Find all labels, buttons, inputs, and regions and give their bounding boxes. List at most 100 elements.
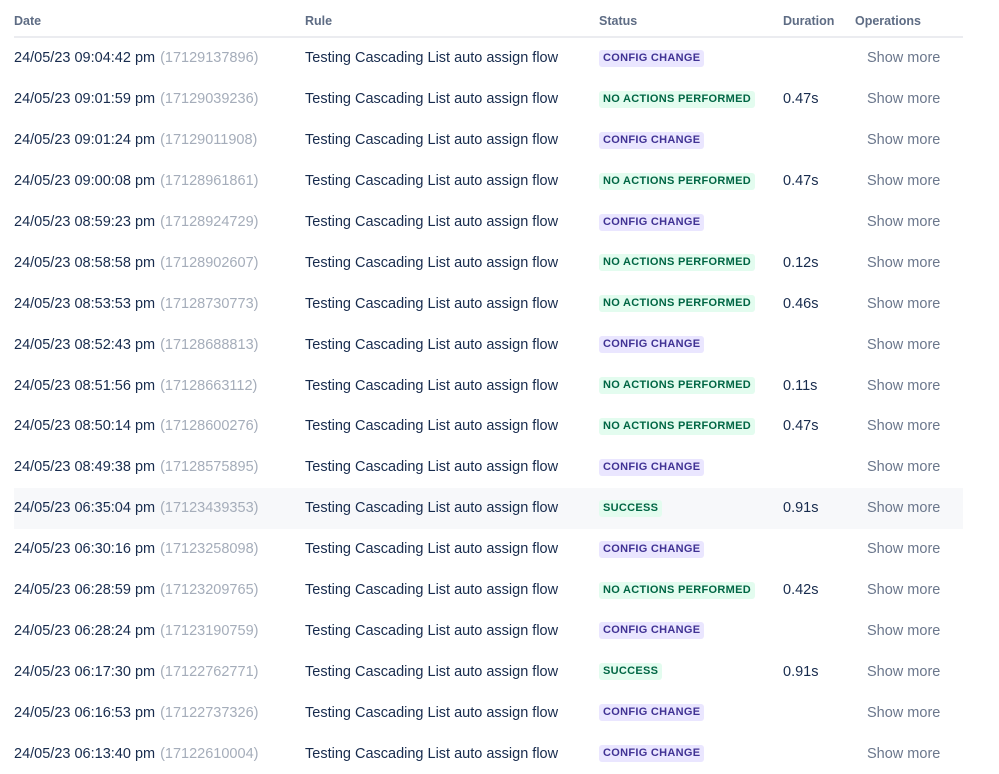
operations-cell: Show more [855,610,940,651]
date-cell: 24/05/23 08:51:56 pm (17128663112) [14,365,257,406]
execution-id: (17128924729) [160,214,259,230]
date-cell: 24/05/23 06:13:40 pm (17122610004) [14,733,258,774]
rule-name: Testing Cascading List auto assign flow [305,622,559,639]
operations-cell: Show more [855,733,940,774]
execution-date: 24/05/23 08:50:14 pm [14,418,156,435]
operations-cell: Show more [855,529,940,570]
duration-cell: 0.11s [783,365,817,406]
rule-name: Testing Cascading List auto assign flow [305,418,559,435]
status-cell: NO ACTIONS PERFORMED [599,570,755,611]
status-badge: CONFIG CHANGE [599,336,705,354]
column-header-duration[interactable]: Duration [783,14,835,28]
execution-date: 24/05/23 09:04:42 pm [14,50,156,67]
show-more-button[interactable]: Show more [867,254,941,271]
table-row: 24/05/23 08:51:56 pm (17128663112) Testing… [14,365,963,406]
rule-cell: Testing Cascading List auto assign flow [305,242,558,283]
table-row: 24/05/23 06:28:24 pm (17123190759) Testing… [14,610,963,651]
rule-name: Testing Cascading List auto assign flow [305,132,559,149]
show-more-button[interactable]: Show more [867,336,941,353]
date-cell: 24/05/23 09:01:59 pm (17129039236) [14,79,258,120]
show-more-button[interactable]: Show more [867,132,941,149]
execution-id: (17122762771) [160,663,259,680]
table-row: 24/05/23 06:30:16 pm (17123258098) Testing… [14,529,963,570]
duration-value: 0.47s [783,173,819,190]
rule-name: Testing Cascading List auto assign flow [305,50,559,67]
date-cell: 24/05/23 06:35:04 pm (17123439353) [14,488,258,529]
operations-cell: Show more [855,651,940,692]
table-row: 24/05/23 08:52:43 pm (17128688813) Testing… [14,324,963,365]
status-badge: NO ACTIONS PERFORMED [599,295,755,313]
show-more-button[interactable]: Show more [867,663,941,680]
operations-cell: Show more [855,365,940,406]
show-more-button[interactable]: Show more [867,50,941,67]
show-more-button[interactable]: Show more [867,377,941,394]
show-more-button[interactable]: Show more [867,541,941,558]
operations-cell: Show more [855,242,940,283]
duration-cell: 0.91s [783,651,818,692]
execution-date: 24/05/23 06:30:16 pm [14,541,156,558]
column-header-rule[interactable]: Rule [305,14,333,28]
status-badge: SUCCESS [599,663,663,681]
status-badge: CONFIG CHANGE [599,540,705,558]
duration-cell: 0.47s [783,79,818,120]
rule-cell: Testing Cascading List auto assign flow [305,733,558,774]
status-cell: NO ACTIONS PERFORMED [599,79,755,120]
rule-cell: Testing Cascading List auto assign flow [305,610,558,651]
status-cell: SUCCESS [599,488,663,529]
show-more-button[interactable]: Show more [867,745,941,762]
show-more-button[interactable]: Show more [867,704,941,721]
rule-name: Testing Cascading List auto assign flow [305,295,559,312]
table-row: 24/05/23 09:00:08 pm (17128961861) Testing… [14,161,963,202]
operations-cell: Show more [855,570,940,611]
table-row: 24/05/23 08:49:38 pm (17128575895) Testing… [14,447,963,488]
show-more-button[interactable]: Show more [867,622,941,639]
execution-id: (17122737326) [160,704,259,721]
show-more-button[interactable]: Show more [867,295,941,312]
rule-name: Testing Cascading List auto assign flow [305,582,559,599]
show-more-button[interactable]: Show more [867,173,941,190]
date-cell: 24/05/23 08:52:43 pm (17128688813) [14,324,258,365]
rule-cell: Testing Cascading List auto assign flow [305,79,558,120]
rule-cell: Testing Cascading List auto assign flow [305,651,558,692]
execution-date: 24/05/23 08:52:43 pm [14,336,156,353]
rule-cell: Testing Cascading List auto assign flow [305,447,558,488]
execution-date: 24/05/23 08:53:53 pm [14,295,156,312]
column-header-date[interactable]: Date [14,14,42,28]
status-cell: NO ACTIONS PERFORMED [599,161,755,202]
show-more-button[interactable]: Show more [867,91,941,108]
duration-value: 0.12s [783,254,819,271]
show-more-button[interactable]: Show more [867,582,941,599]
rule-cell: Testing Cascading List auto assign flow [305,120,558,161]
execution-id: (17129137896) [160,50,259,67]
execution-date: 24/05/23 06:16:53 pm [14,704,156,721]
status-cell: NO ACTIONS PERFORMED [599,406,755,447]
rule-name: Testing Cascading List auto assign flow [305,663,559,680]
table-row: 24/05/23 06:16:53 pm (17122737326) Testing… [14,692,963,733]
execution-date: 24/05/23 09:01:24 pm [14,132,156,149]
execution-date: 24/05/23 09:01:59 pm [14,91,156,108]
duration-value: 0.46s [783,295,819,312]
duration-value: 0.42s [783,582,819,599]
status-badge: CONFIG CHANGE [599,745,705,763]
show-more-button[interactable]: Show more [867,418,941,435]
status-cell: CONFIG CHANGE [599,692,705,733]
execution-date: 24/05/23 06:35:04 pm [14,500,156,517]
date-cell: 24/05/23 06:28:59 pm (17123209765) [14,570,258,611]
show-more-button[interactable]: Show more [867,459,941,476]
column-header-status[interactable]: Status [599,14,638,28]
date-cell: 24/05/23 06:30:16 pm (17123258098) [14,529,258,570]
date-cell: 24/05/23 06:28:24 pm (17123190759) [14,610,258,651]
show-more-button[interactable]: Show more [867,500,941,517]
table-row: 24/05/23 06:13:40 pm (17122610004) Testing… [14,733,963,774]
show-more-button[interactable]: Show more [867,214,941,230]
status-cell: CONFIG CHANGE [599,38,705,79]
status-badge: CONFIG CHANGE [599,622,705,640]
execution-id: (17123190759) [160,622,259,639]
duration-value: 0.91s [783,500,819,517]
status-cell: CONFIG CHANGE [599,610,705,651]
rule-name: Testing Cascading List auto assign flow [305,254,559,271]
execution-date: 24/05/23 08:51:56 pm [14,377,156,394]
table-body: 24/05/23 09:04:42 pm (17129137896) Testing… [14,38,963,774]
table-row: 24/05/23 06:28:59 pm (17123209765) Testing… [14,570,963,611]
execution-date: 24/05/23 08:58:58 pm [14,254,156,271]
